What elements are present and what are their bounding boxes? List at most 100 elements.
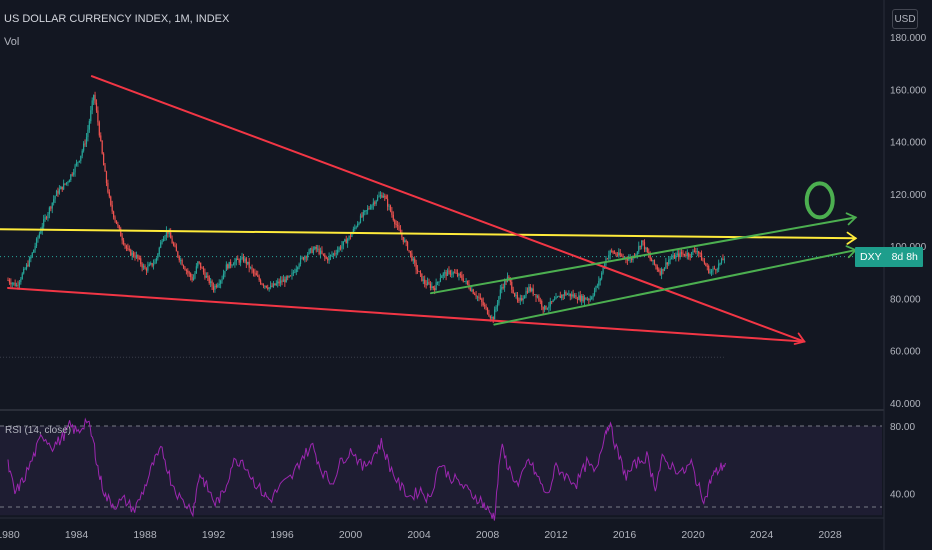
candle-body bbox=[406, 241, 409, 251]
candle-body bbox=[210, 281, 212, 283]
candle-body bbox=[361, 215, 363, 217]
x-tick-label: 1980 bbox=[0, 529, 20, 541]
candle-body bbox=[241, 257, 243, 259]
candle-body bbox=[15, 285, 18, 287]
candle-body bbox=[656, 266, 658, 270]
candle-body bbox=[265, 285, 267, 288]
candle-body bbox=[322, 253, 324, 255]
candle-body bbox=[636, 251, 638, 255]
candle-body bbox=[555, 297, 557, 300]
candle-body bbox=[61, 186, 63, 190]
candle-body bbox=[335, 253, 337, 255]
candle-body bbox=[638, 246, 640, 252]
candle-body bbox=[68, 180, 70, 183]
candle-body bbox=[347, 239, 349, 244]
candle-body bbox=[519, 298, 521, 301]
candle-body bbox=[452, 272, 454, 274]
candle-body bbox=[137, 254, 139, 259]
candle-body bbox=[268, 287, 270, 289]
candle-body bbox=[324, 254, 326, 258]
candle-body bbox=[628, 258, 630, 261]
candle-body bbox=[230, 261, 232, 266]
candle-body bbox=[73, 172, 75, 175]
candle-body bbox=[31, 252, 33, 258]
candle-body bbox=[616, 254, 618, 256]
candle-body bbox=[579, 295, 581, 301]
candle-body bbox=[214, 285, 216, 290]
candle-body bbox=[486, 307, 489, 314]
candle-body bbox=[281, 280, 283, 282]
candle-body bbox=[434, 288, 436, 291]
candle-body bbox=[576, 298, 579, 300]
candle-body bbox=[429, 283, 432, 288]
candle-body bbox=[459, 273, 461, 276]
candle-body bbox=[446, 270, 449, 276]
chart-title: US DOLLAR CURRENCY INDEX, 1M, INDEX bbox=[4, 13, 230, 25]
candle-body bbox=[182, 265, 185, 268]
candle-body bbox=[475, 294, 477, 297]
candle-body bbox=[524, 296, 526, 299]
candle-body bbox=[275, 283, 277, 286]
candle-body bbox=[381, 195, 383, 198]
candle-body bbox=[478, 296, 480, 298]
candle-body bbox=[91, 100, 93, 111]
candle-body bbox=[425, 283, 427, 286]
candle-body bbox=[398, 225, 400, 230]
candle-body bbox=[282, 279, 285, 282]
candle-body bbox=[98, 122, 100, 136]
candle-body bbox=[125, 245, 128, 249]
candle-body bbox=[586, 299, 588, 300]
candle-body bbox=[319, 250, 322, 254]
candle-body bbox=[358, 222, 360, 225]
candle-body bbox=[271, 285, 273, 287]
candle-body bbox=[142, 266, 145, 268]
candle-body bbox=[134, 256, 136, 258]
candle-body bbox=[104, 165, 106, 172]
candle-body bbox=[543, 305, 546, 310]
candle-body bbox=[155, 258, 158, 262]
candle-body bbox=[531, 288, 533, 291]
candle-body bbox=[666, 262, 668, 265]
candle-body bbox=[301, 257, 303, 259]
candle-body bbox=[535, 294, 537, 298]
candle-body bbox=[673, 254, 676, 259]
candle-body bbox=[649, 255, 651, 260]
candle-body bbox=[197, 261, 199, 267]
candle-body bbox=[458, 273, 460, 277]
candle-body bbox=[645, 247, 647, 250]
candle-body bbox=[318, 248, 320, 254]
currency-button[interactable]: USD bbox=[892, 9, 918, 29]
candle-body bbox=[131, 252, 133, 256]
candle-body bbox=[549, 301, 551, 307]
candle-body bbox=[138, 258, 140, 260]
y-tick-label: 180.000 bbox=[890, 33, 927, 44]
x-tick-label: 1992 bbox=[202, 529, 226, 541]
target-circle bbox=[804, 181, 835, 220]
candle-body bbox=[331, 255, 333, 256]
candle-body bbox=[289, 275, 292, 277]
candle-body bbox=[80, 155, 82, 161]
candle-body bbox=[88, 121, 90, 130]
candle-body bbox=[130, 249, 132, 256]
candle-body bbox=[538, 296, 540, 301]
candle-body bbox=[78, 160, 80, 162]
candle-body bbox=[150, 263, 152, 265]
candle-body bbox=[512, 289, 514, 294]
candle-body bbox=[589, 298, 591, 300]
candle-body bbox=[415, 262, 417, 270]
candle-body bbox=[164, 236, 166, 239]
candle-body bbox=[593, 290, 596, 296]
candle-body bbox=[200, 262, 202, 268]
candle-body bbox=[110, 196, 112, 206]
candle-body bbox=[378, 196, 380, 198]
candle-body bbox=[247, 261, 249, 264]
candle-body bbox=[23, 268, 25, 274]
candle-body bbox=[451, 273, 453, 275]
candle-body bbox=[63, 183, 65, 190]
candle-body bbox=[720, 258, 723, 263]
candle-body bbox=[299, 258, 302, 265]
candle-body bbox=[327, 258, 329, 261]
candle-body bbox=[585, 297, 587, 300]
candle-body bbox=[389, 205, 392, 212]
